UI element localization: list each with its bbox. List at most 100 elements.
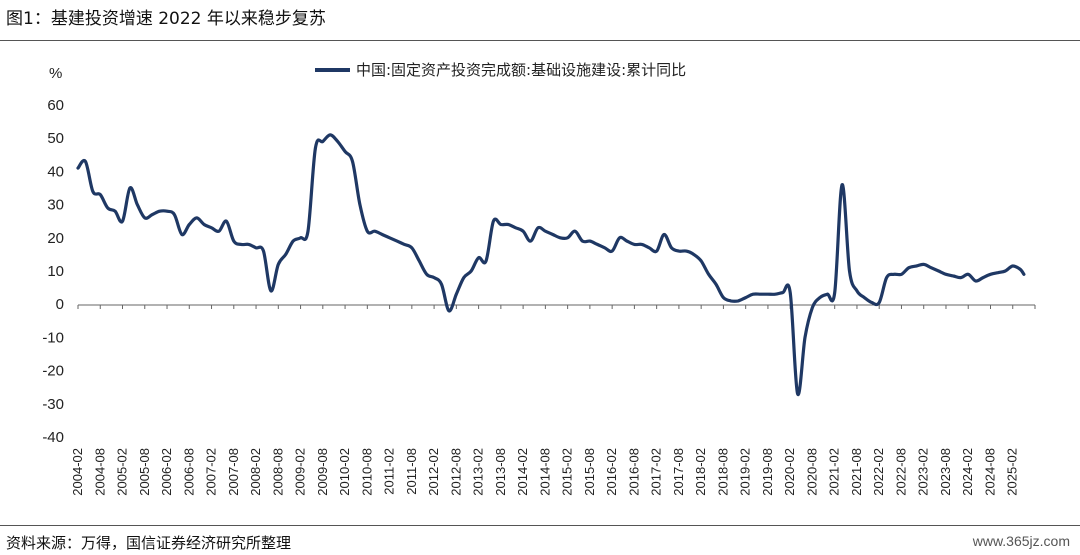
title-divider [0,40,1080,41]
data-point [766,293,770,296]
x-tick-label: 2022-08 [893,448,908,496]
line-chart: 中国:固定资产投资完成额:基础设施建设:累计同比 % 60 50 40 30 20 10 0… [42,61,1036,496]
data-point [321,140,324,143]
page-title: 图1：基建投资增速 2022 年以来稳步复苏 [6,9,326,29]
data-point [781,291,784,294]
data-point [618,236,621,239]
data-point [662,233,666,236]
data-point [848,269,851,273]
data-point [714,283,718,286]
x-tick-label: 2018-02 [693,448,708,496]
data-point [381,233,384,236]
footer-divider [0,525,1080,526]
data-point [195,216,198,220]
y-tick-label: 60 [47,97,64,114]
data-point [655,249,658,253]
y-tick-label: -30 [42,396,64,413]
data-point [670,246,673,249]
data-point [484,259,488,263]
data-point [648,246,651,249]
data-point [173,213,176,216]
data-point [462,276,465,279]
data-point [113,210,117,213]
data-point [499,223,503,226]
x-axis: 2004-02 2004-08 2005-02 2005-08 2006-02 2006-… [70,304,1036,496]
x-tick-label: 2023-02 [916,448,931,496]
x-tick-label: 2021-08 [849,448,864,496]
data-point [477,256,480,259]
data-point [967,273,970,276]
x-tick-label: 2025-02 [1005,448,1020,496]
x-tick-label: 2015-08 [582,448,597,496]
y-tick-label: 0 [56,296,64,313]
data-point [996,271,1000,274]
data-point [573,230,577,233]
data-point [262,249,265,253]
x-tick-label: 2023-08 [938,448,953,496]
x-tick-label: 2020-02 [782,448,797,496]
data-point [1019,268,1022,271]
data-point [143,216,146,220]
data-point [165,210,169,213]
data-point [603,246,606,249]
data-point [870,301,873,304]
x-tick-label: 2007-02 [204,448,219,496]
data-point [885,276,888,279]
data-point [418,259,421,263]
data-point [432,276,436,279]
x-tick-label: 2004-08 [92,448,107,496]
data-point [796,392,799,395]
data-point [700,259,703,263]
x-tick-label: 2020-08 [804,448,819,496]
y-tick-label: 20 [47,230,64,247]
data-point [210,226,213,229]
data-point [240,243,243,246]
x-tick-label: 2014-08 [537,448,552,496]
data-point [729,299,732,303]
x-tick-label: 2009-08 [315,448,330,496]
y-tick-label: 50 [47,130,64,147]
data-point [99,193,102,196]
data-point [299,236,302,239]
data-point [959,276,962,279]
data-point [188,223,191,226]
series-layer [76,133,1026,396]
x-tick-label: 2018-08 [715,448,730,496]
x-tick-label: 2021-02 [827,448,842,496]
data-point [284,253,287,256]
data-point [640,243,643,246]
data-point [232,239,235,243]
data-point [306,230,310,233]
data-point [922,263,925,266]
y-tick-label: 40 [47,163,64,180]
data-point [707,273,710,276]
data-point [351,160,354,163]
data-point [425,273,428,276]
x-tick-label: 2012-02 [426,448,441,496]
data-point [254,246,258,249]
data-point [677,249,681,253]
x-tick-label: 2019-08 [760,448,775,496]
x-tick-label: 2017-08 [671,448,686,496]
x-tick-label: 2011-08 [404,448,419,495]
data-point [336,140,339,143]
data-point [929,266,933,269]
data-point [76,166,80,170]
x-tick-label: 2012-08 [448,448,463,496]
x-tick-label: 2011-02 [382,448,397,495]
data-point [136,203,139,206]
x-tick-label: 2019-02 [738,448,753,496]
x-tick-label: 2007-08 [226,448,241,496]
x-tick-label: 2013-02 [471,448,486,496]
data-point [878,301,881,304]
y-tick-label: -10 [42,329,64,346]
watermark: www.365jz.com [972,533,1070,549]
data-point [937,269,940,273]
data-point [892,273,896,276]
data-point [492,220,495,223]
data-point [774,293,777,296]
data-point [744,296,747,299]
y-axis-unit: % [49,65,62,82]
x-tick-label: 2005-02 [115,448,130,496]
data-point [551,233,554,236]
